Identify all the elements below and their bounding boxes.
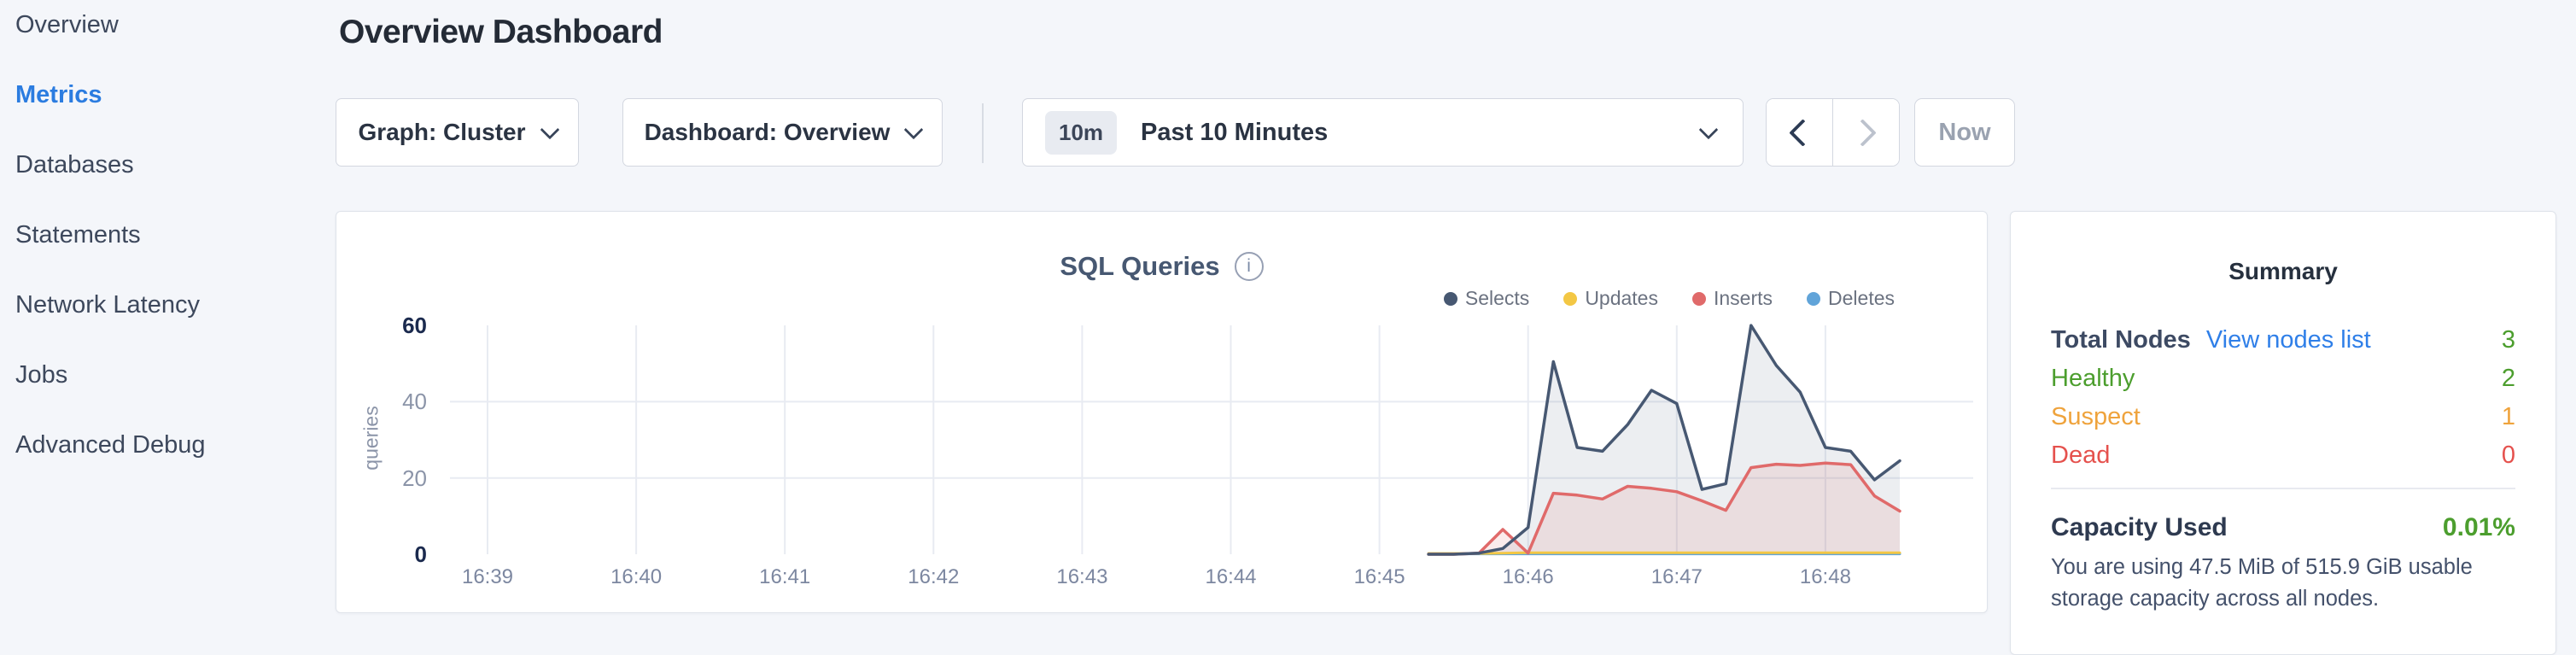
summary-row-value: 0: [2501, 442, 2515, 469]
x-tick-label: 16:40: [610, 565, 663, 588]
chart-title: SQL Queries: [1060, 251, 1220, 281]
time-window-badge: 10m: [1045, 110, 1118, 155]
summary-row-label: Total Nodes: [2051, 326, 2191, 354]
inserts-area: [1428, 463, 1900, 554]
time-nav-group: [1766, 98, 1900, 167]
capacity-row: Capacity Used 0.01%: [2051, 508, 2515, 547]
x-tick-label: 16:43: [1056, 565, 1108, 588]
summary-row-total-nodes: Total Nodes View nodes list 3: [2051, 321, 2515, 360]
selects-line: [1427, 324, 1901, 556]
legend-item-updates[interactable]: Updates: [1563, 287, 1658, 310]
summary-row-label: Healthy: [2051, 365, 2135, 392]
y-axis-label: queries: [359, 406, 383, 471]
summary-row-value: 1: [2501, 403, 2515, 430]
now-button[interactable]: Now: [1914, 98, 2015, 167]
chevron-right-icon: [1849, 118, 1877, 147]
time-window-selector[interactable]: 10m Past 10 Minutes: [1022, 98, 1744, 167]
toolbar-divider: [982, 103, 984, 163]
capacity-used-value: 0.01%: [2442, 512, 2515, 541]
chevron-left-icon: [1789, 118, 1817, 147]
summary-row-label: Suspect: [2051, 403, 2141, 430]
y-tick-label: 20: [402, 465, 427, 491]
info-icon[interactable]: i: [1234, 252, 1264, 281]
capacity-used-label: Capacity Used: [2051, 512, 2228, 541]
summary-rows: Total Nodes View nodes list 3 Healthy 2 Suspe…: [2051, 321, 2515, 475]
graph-dropdown-label: Graph: Cluster: [358, 119, 526, 145]
selects-series-dot-icon: [1443, 291, 1457, 306]
legend-label: Selects: [1464, 287, 1530, 309]
sidebar-item-statements[interactable]: Statements: [15, 221, 141, 249]
summary-row-dead: Dead 0: [2051, 436, 2515, 475]
graph-dropdown[interactable]: Graph: Cluster: [336, 98, 579, 167]
x-tick-label: 16:41: [759, 565, 811, 588]
sql-queries-chart-card: SQL Queries i Selects Updates Inserts Delet…: [336, 211, 1988, 613]
legend-label: Deletes: [1828, 287, 1895, 309]
y-tick-label: 60: [402, 313, 427, 339]
summary-row-healthy: Healthy 2: [2051, 360, 2515, 398]
summary-row-suspect: Suspect 1: [2051, 398, 2515, 436]
x-tick-label: 16:45: [1353, 565, 1405, 588]
legend-item-deletes[interactable]: Deletes: [1807, 287, 1895, 310]
selects-area: [1428, 325, 1900, 554]
y-tick-label: 0: [414, 541, 427, 567]
legend-item-selects[interactable]: Selects: [1443, 287, 1530, 310]
chevron-down-icon: [1698, 120, 1719, 139]
summary-title: Summary: [2228, 258, 2338, 284]
sidebar-item-jobs[interactable]: Jobs: [15, 361, 68, 389]
sql-queries-plot: [450, 324, 1973, 556]
next-time-button[interactable]: [1832, 99, 1899, 166]
legend-label: Updates: [1585, 287, 1658, 309]
page-title: Overview Dashboard: [339, 14, 663, 50]
summary-divider: [2051, 488, 2515, 489]
inserts-series-dot-icon: [1691, 291, 1706, 306]
summary-row-value: 3: [2501, 326, 2515, 354]
legend-item-inserts[interactable]: Inserts: [1691, 287, 1773, 310]
chart-legend: Selects Updates Inserts Deletes: [1443, 287, 1895, 310]
deletes-series-dot-icon: [1807, 291, 1821, 306]
sidebar-item-databases[interactable]: Databases: [15, 151, 134, 178]
sidebar: Overview Metrics Databases Statements Networ…: [0, 0, 336, 623]
x-tick-label: 16:42: [908, 565, 960, 588]
prev-time-button[interactable]: [1767, 99, 1832, 166]
y-tick-label: 40: [402, 389, 427, 415]
x-tick-label: 16:44: [1205, 565, 1257, 588]
capacity-description: You are using 47.5 MiB of 515.9 GiB usab…: [2051, 555, 2473, 611]
inserts-line: [1427, 461, 1901, 556]
chevron-down-icon: [904, 120, 924, 139]
summary-row-value: 2: [2501, 365, 2515, 392]
sidebar-item-metrics[interactable]: Metrics: [15, 81, 102, 108]
x-tick-label: 16:48: [1799, 565, 1851, 588]
dashboard-dropdown[interactable]: Dashboard: Overview: [622, 98, 943, 167]
dashboard-dropdown-label: Dashboard: Overview: [644, 119, 891, 145]
sidebar-item-network-latency[interactable]: Network Latency: [15, 291, 200, 319]
view-nodes-list-link[interactable]: View nodes list: [2205, 326, 2371, 354]
chart-title-row: SQL Queries i: [336, 251, 1987, 282]
x-tick-label: 16:39: [461, 565, 514, 588]
updates-series-dot-icon: [1563, 291, 1578, 306]
time-window-label: Past 10 Minutes: [1141, 118, 1329, 146]
x-tick-label: 16:47: [1650, 565, 1703, 588]
summary-row-label: Dead: [2051, 442, 2111, 469]
chevron-down-icon: [540, 120, 559, 139]
summary-card: Summary Total Nodes View nodes list 3 Healt…: [2010, 211, 2556, 655]
sidebar-item-advanced-debug[interactable]: Advanced Debug: [15, 431, 206, 459]
x-tick-label: 16:46: [1502, 565, 1554, 588]
legend-label: Inserts: [1713, 287, 1773, 309]
sidebar-item-overview[interactable]: Overview: [15, 11, 119, 38]
